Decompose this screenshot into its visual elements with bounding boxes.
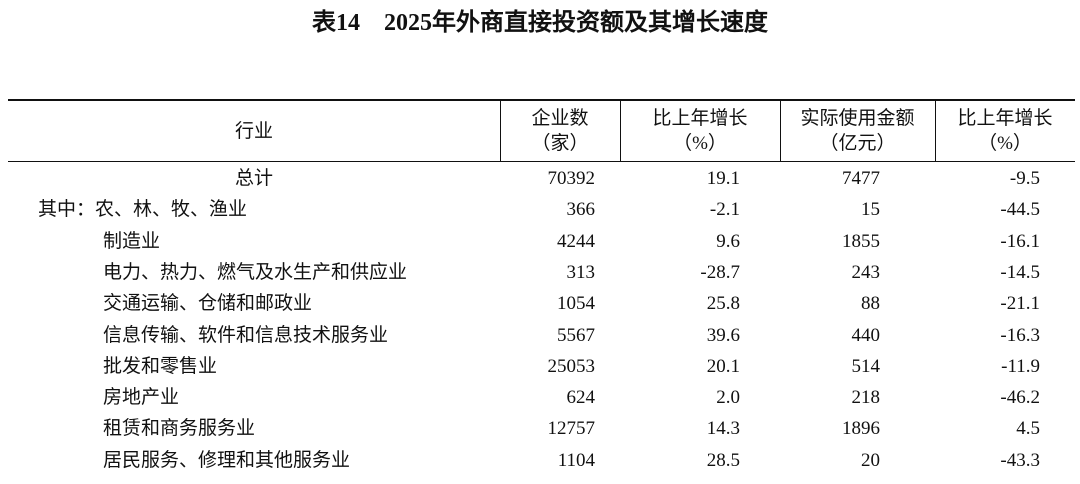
header-line: （%） bbox=[978, 133, 1032, 154]
row-label: 其中：农、林、牧、渔业 bbox=[38, 199, 248, 221]
row-label: 交通运输、仓储和邮政业 bbox=[103, 293, 313, 315]
cell-value: 514 bbox=[851, 355, 881, 377]
column-rule bbox=[780, 101, 781, 161]
row-label: 批发和零售业 bbox=[103, 355, 218, 377]
cell-value: -28.7 bbox=[700, 261, 740, 283]
cell-value: 70392 bbox=[547, 168, 596, 189]
cell-value: 20.1 bbox=[706, 355, 740, 377]
header-cell: 比上年增长 （%） bbox=[935, 104, 1075, 158]
cell-value: 19.1 bbox=[706, 168, 740, 189]
cell-value: 25053 bbox=[547, 355, 596, 377]
cell-value: -2.1 bbox=[709, 199, 740, 221]
cell-value: 1855 bbox=[842, 230, 880, 252]
header-line: （家） bbox=[531, 133, 589, 154]
column-rule bbox=[935, 101, 936, 161]
row-label: 居民服务、修理和其他服务业 bbox=[103, 449, 351, 471]
header-line: （%） bbox=[673, 133, 727, 154]
cell-value: -46.2 bbox=[1000, 387, 1040, 409]
cell-value: 1104 bbox=[557, 449, 595, 471]
cell-value: -16.1 bbox=[1000, 230, 1040, 252]
column-rule bbox=[500, 101, 501, 161]
header-cell: 企业数 （家） bbox=[500, 104, 620, 158]
cell-value: 20 bbox=[861, 449, 880, 471]
cell-value: 243 bbox=[851, 261, 881, 283]
row-label: 信息传输、软件和信息技术服务业 bbox=[103, 324, 389, 346]
header-line: 比上年增长 bbox=[652, 108, 748, 129]
cell-value: 5567 bbox=[557, 324, 595, 346]
cell-value: 313 bbox=[566, 261, 596, 283]
header-line: 企业数 bbox=[531, 108, 589, 129]
row-label: 电力、热力、燃气及水生产和供应业 bbox=[103, 261, 408, 283]
cell-value: 2.0 bbox=[716, 387, 740, 409]
header-rule bbox=[8, 161, 1075, 162]
cell-value: -9.5 bbox=[1009, 168, 1040, 189]
header-line: 实际使用金额 bbox=[800, 108, 915, 129]
cell-value: 88 bbox=[861, 293, 880, 315]
cell-value: 4.5 bbox=[1016, 418, 1040, 440]
cell-value: 12757 bbox=[547, 418, 596, 440]
cell-value: -16.3 bbox=[1000, 324, 1040, 346]
cell-value: 9.6 bbox=[716, 230, 740, 252]
cell-value: -14.5 bbox=[1000, 261, 1040, 283]
cell-value: 14.3 bbox=[706, 418, 740, 440]
cell-value: -21.1 bbox=[1000, 293, 1040, 315]
cell-value: 218 bbox=[851, 387, 881, 409]
cell-value: 15 bbox=[861, 199, 880, 221]
cell-value: -11.9 bbox=[1001, 355, 1040, 377]
cell-value: 7477 bbox=[842, 168, 880, 189]
cell-value: -44.5 bbox=[1000, 199, 1040, 221]
header-line: 行业 bbox=[234, 120, 273, 142]
cell-value: 28.5 bbox=[706, 449, 740, 471]
cell-value: -43.3 bbox=[1000, 449, 1040, 471]
header-line: （亿元） bbox=[819, 133, 896, 154]
cell-value: 25.8 bbox=[706, 293, 740, 315]
title: 表14 2025年外商直接投资额及其增长速度 bbox=[312, 10, 768, 36]
row-label: 总计 bbox=[234, 168, 273, 189]
row-label: 房地产业 bbox=[103, 387, 180, 409]
cell-value: 440 bbox=[851, 324, 881, 346]
cell-value: 1054 bbox=[557, 293, 595, 315]
cell-value: 4244 bbox=[557, 230, 595, 252]
header-cell: 比上年增长 （%） bbox=[620, 104, 780, 158]
column-rule bbox=[620, 101, 621, 161]
header-line: 比上年增长 bbox=[957, 108, 1053, 129]
cell-value: 1896 bbox=[842, 418, 880, 440]
cell-value: 39.6 bbox=[706, 324, 740, 346]
top-rule bbox=[8, 99, 1075, 101]
header-cell: 行业 bbox=[8, 104, 500, 158]
cell-value: 624 bbox=[566, 387, 596, 409]
header-cell: 实际使用金额 （亿元） bbox=[780, 104, 935, 158]
row-label: 租赁和商务服务业 bbox=[103, 418, 256, 440]
row-label: 制造业 bbox=[103, 230, 161, 252]
cell-value: 366 bbox=[566, 199, 596, 221]
